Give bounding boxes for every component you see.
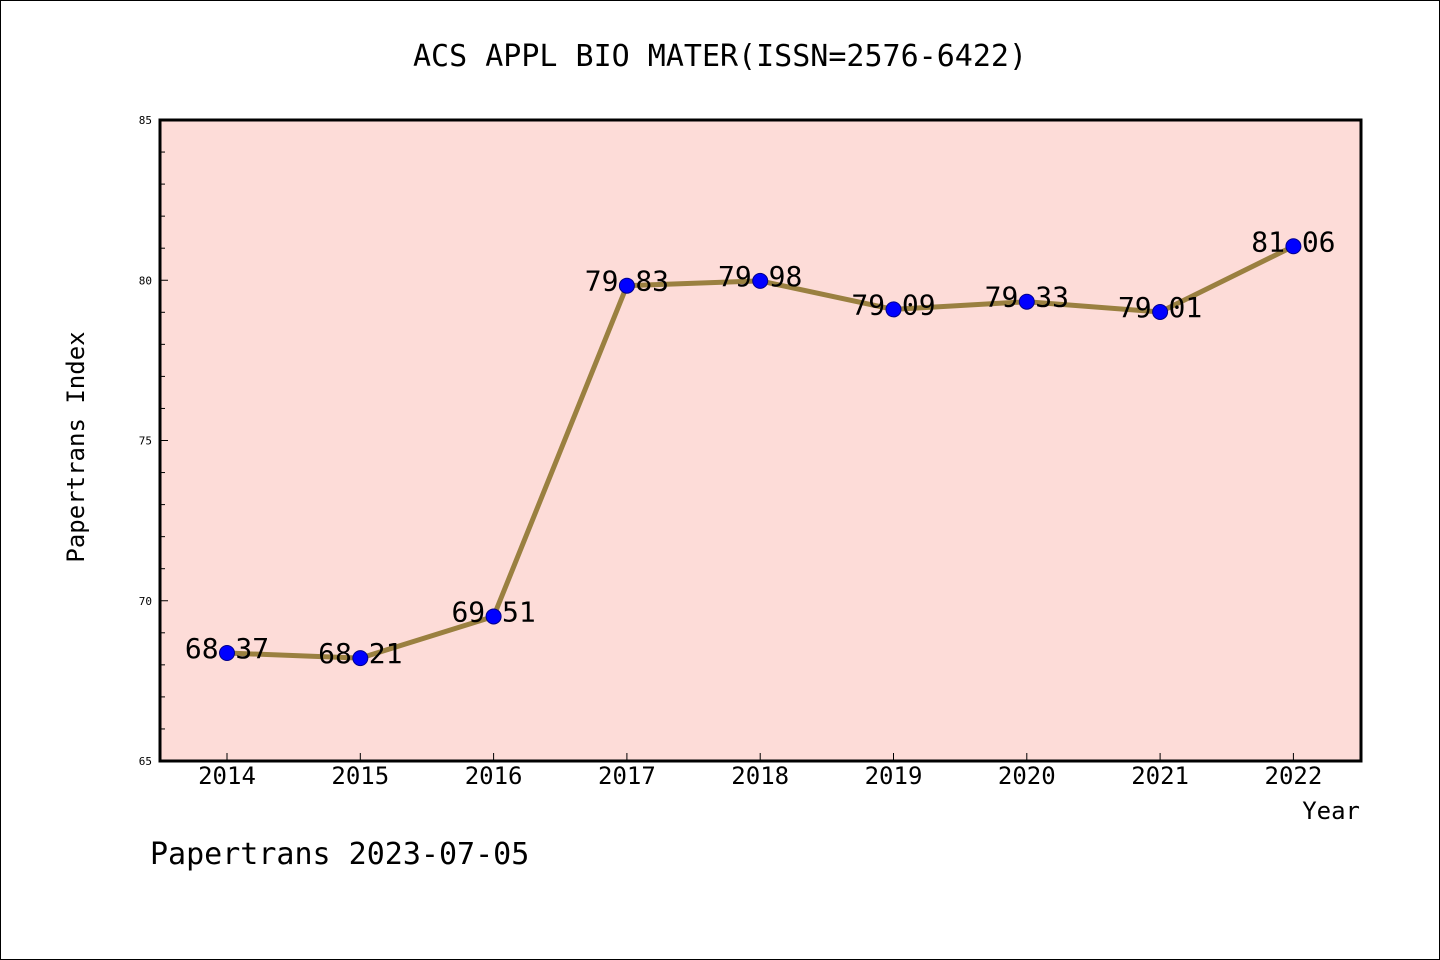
- y-tick-label: 70: [139, 595, 152, 608]
- y-axis-label: Papertrans Index: [62, 331, 90, 562]
- x-axis-label: Year: [1302, 797, 1360, 825]
- x-tick-label: 2019: [865, 762, 923, 790]
- y-tick-label: 85: [139, 114, 152, 127]
- y-tick-label: 65: [139, 755, 152, 768]
- x-tick-label: 2021: [1131, 762, 1189, 790]
- y-tick-label: 75: [139, 435, 152, 448]
- data-point: [885, 301, 902, 318]
- x-tick-label: 2020: [998, 762, 1056, 790]
- chart-title: ACS APPL BIO MATER(ISSN=2576-6422): [413, 39, 1027, 74]
- footer-watermark: Papertrans 2023-07-05: [150, 837, 529, 872]
- x-tick-label: 2016: [465, 762, 523, 790]
- x-tick-label: 2018: [731, 762, 789, 790]
- x-tick-label: 2015: [331, 762, 389, 790]
- x-tick-label: 2022: [1265, 762, 1323, 790]
- plot-border: [158, 118, 1363, 763]
- data-point: [219, 644, 235, 661]
- data-point: [618, 277, 635, 294]
- x-tick-label: 2017: [598, 762, 656, 790]
- data-points: [219, 238, 1302, 667]
- x-tick-label: 2014: [198, 762, 256, 790]
- y-tick-label: 80: [139, 274, 152, 287]
- data-point: [752, 272, 769, 289]
- data-point: [1018, 293, 1035, 310]
- data-point: [352, 650, 369, 667]
- data-point: [1285, 238, 1302, 255]
- data-point: [1152, 303, 1169, 320]
- data-point: [485, 608, 502, 625]
- x-axis-ticks: 2014 2015 2016 2017 2018 2019 2020 2021 2022: [198, 753, 1322, 790]
